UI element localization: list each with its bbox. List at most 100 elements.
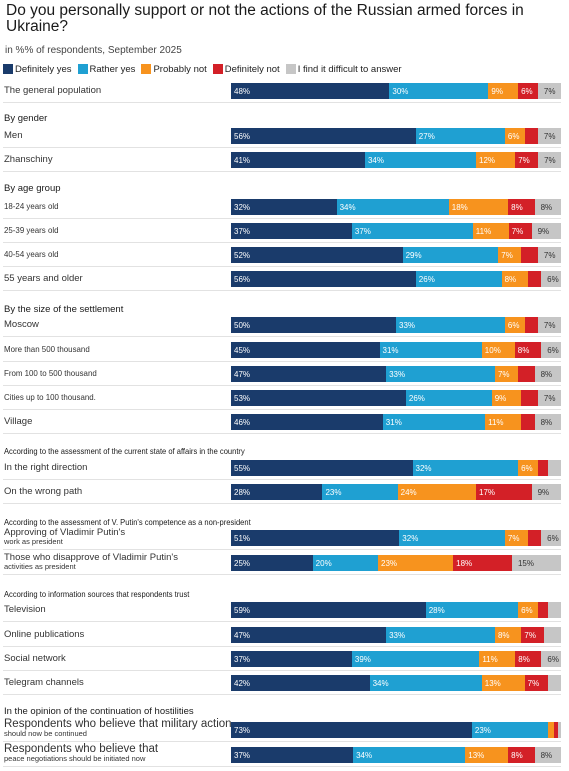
bar-segment: 8%	[515, 651, 542, 667]
legend-label: Probably not	[153, 63, 207, 75]
row-separator	[3, 336, 561, 337]
row-label-text: Social network	[4, 653, 66, 664]
row-label-subtext: activities as president	[4, 562, 76, 571]
bar-segment: 27%	[415, 128, 505, 144]
data-label: 13%	[484, 678, 501, 688]
bar-segment: 8%	[501, 271, 528, 287]
stacked-bar: 73% 23%	[231, 722, 561, 738]
stacked-bar: 32% 34% 18% 8% 8%	[231, 199, 561, 215]
group-label: By age group	[4, 183, 61, 194]
row-label: Those who disapprove of Vladimir Putin's…	[4, 552, 178, 571]
data-label: 8%	[540, 202, 553, 212]
data-label: 51%	[234, 533, 251, 543]
row-separator	[3, 409, 561, 410]
bar-segment	[524, 128, 538, 144]
row-label-text: 55 years and older	[4, 273, 83, 284]
row-label-text: Approving of Vladimir Putin's	[4, 527, 126, 538]
bar-segment: 6%	[541, 651, 561, 667]
chart-subtitle: in %% of respondents, September 2025	[5, 45, 182, 56]
bar-segment: 9%	[491, 390, 522, 406]
bar-segment: 7%	[494, 366, 519, 382]
bar-segment: 28%	[425, 602, 519, 618]
bar-segment: 6%	[541, 530, 561, 546]
data-label: 7%	[543, 86, 556, 96]
row-label: From 100 to 500 thousand	[4, 368, 97, 378]
row-separator	[3, 503, 561, 504]
group-label: According to the assessment of the curre…	[4, 446, 245, 456]
data-label: 7%	[544, 155, 556, 165]
bar-segment	[521, 247, 538, 263]
data-label: 32%	[402, 533, 419, 543]
row-label: In the right direction	[4, 462, 87, 473]
bar-segment: 6%	[541, 271, 561, 287]
data-label: 26%	[408, 393, 425, 403]
bar-segment: 6%	[518, 460, 538, 476]
bar-segment: 39%	[351, 651, 480, 667]
bar-segment	[557, 722, 561, 738]
data-label: 6%	[507, 320, 520, 330]
data-label: 34%	[339, 202, 356, 212]
data-label: 6%	[547, 654, 559, 664]
bar-segment: 11%	[485, 414, 522, 430]
row-label-text: Television	[4, 604, 46, 615]
row-separator	[3, 621, 561, 622]
data-label: 8%	[518, 654, 530, 664]
bar-segment: 7%	[498, 247, 522, 263]
data-label: 47%	[234, 369, 251, 379]
group-label: By the size of the settlement	[4, 304, 124, 315]
data-label: 39%	[354, 654, 371, 664]
bar-segment: 13%	[481, 675, 525, 691]
bar-segment: 31%	[382, 414, 486, 430]
stacked-bar: 25% 20% 23% 18% 15%	[231, 555, 561, 571]
row-label-text: Respondents who believe that military ac…	[4, 718, 232, 730]
bar-segment: 31%	[379, 342, 482, 358]
data-label: 6%	[547, 533, 559, 543]
bar-segment: 7%	[515, 152, 539, 168]
bar-segment: 7%	[524, 675, 548, 691]
stacked-bar: 50% 33% 6% 7%	[231, 317, 561, 333]
row-separator	[3, 670, 561, 671]
row-label-text: On the wrong path	[4, 486, 83, 497]
group-label: In the opinion of the continuation of ho…	[4, 706, 194, 717]
bar-segment: 46%	[231, 414, 383, 430]
bar-segment	[544, 627, 561, 643]
bar-segment: 7%	[537, 247, 561, 263]
data-label: 47%	[234, 630, 251, 640]
row-separator	[3, 549, 561, 550]
row-label: Zhanschiny	[4, 154, 53, 165]
row-label: Respondents who believe that military ac…	[4, 718, 232, 738]
row-label: Respondents who believe that peace negoti…	[4, 743, 158, 763]
data-label: 9%	[537, 487, 550, 497]
data-label: 32%	[415, 463, 432, 473]
bar-segment: 34%	[336, 199, 449, 215]
legend-swatch	[285, 64, 296, 74]
bar-segment: 7%	[538, 152, 561, 168]
bar-segment: 51%	[231, 530, 400, 546]
data-label: 26%	[418, 274, 435, 284]
data-label: 46%	[234, 417, 251, 427]
data-label: 10%	[484, 345, 501, 355]
row-label-text: Men	[4, 130, 23, 141]
bar-segment: 8%	[494, 627, 522, 643]
bar-segment: 34%	[353, 747, 466, 763]
bar-segment: 47%	[231, 366, 387, 382]
data-label: 55%	[234, 463, 251, 473]
data-label: 31%	[382, 345, 399, 355]
bar-segment	[547, 460, 561, 476]
data-label: 28%	[234, 487, 251, 497]
stacked-bar: 41% 34% 12% 7% 7%	[231, 152, 561, 168]
data-label: 37%	[234, 750, 251, 760]
row-separator	[3, 218, 561, 219]
bar-segment: 18%	[453, 555, 512, 571]
bar-segment: 20%	[312, 555, 379, 571]
bar-segment: 48%	[231, 83, 390, 99]
data-label: 11%	[475, 226, 492, 236]
data-label: 23%	[474, 725, 491, 735]
data-label: 6%	[547, 345, 559, 355]
data-label: 13%	[468, 750, 485, 760]
bar-segment: 8%	[508, 199, 535, 215]
data-label: 8%	[540, 417, 553, 427]
data-label: 33%	[399, 320, 416, 330]
bar-segment: 53%	[231, 390, 406, 406]
group-label: According to information sources that re…	[4, 589, 190, 599]
